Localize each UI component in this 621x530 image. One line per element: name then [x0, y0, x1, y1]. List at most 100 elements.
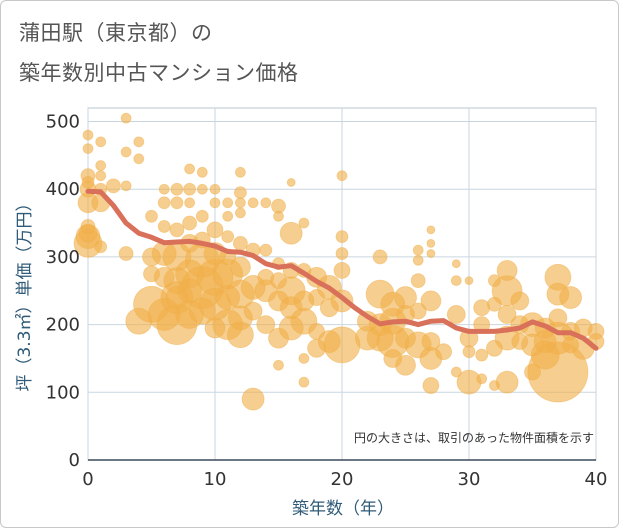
bubble-point: [462, 345, 476, 359]
bubble-point: [188, 297, 216, 325]
chart-title-line1: 蒲田駅（東京都）の: [19, 21, 213, 45]
bubble-point: [435, 343, 453, 361]
bubble-point: [196, 166, 208, 178]
bubble-point: [476, 373, 488, 385]
bubble-point: [260, 197, 272, 209]
bubble-point: [562, 336, 579, 354]
x-tick-label: 0: [82, 469, 93, 490]
bubble-point: [273, 210, 284, 222]
bubble-point: [233, 186, 247, 200]
bubble-point: [308, 322, 326, 340]
bubble-point: [170, 196, 184, 210]
bubble-point: [487, 274, 501, 288]
bubble-point: [451, 259, 461, 269]
bubble-point: [409, 302, 427, 320]
bubble-point: [125, 307, 153, 335]
bubble-series: [73, 112, 605, 411]
bubble-point: [256, 315, 276, 335]
bubble-point: [426, 225, 436, 235]
y-tick-label: 200: [46, 315, 80, 336]
bubble-point: [273, 359, 284, 371]
bubble-point: [336, 170, 348, 182]
average-trend-line: [85, 188, 599, 351]
bubble-point: [511, 333, 529, 350]
bubble-point: [559, 286, 582, 309]
bubble-point: [120, 146, 132, 158]
trend-series: [85, 188, 599, 351]
y-tick-label: 100: [46, 382, 80, 403]
bubble-point: [298, 217, 310, 229]
bubble-point: [215, 285, 241, 310]
bubble-point: [335, 247, 349, 260]
y-tick-label: 0: [69, 450, 80, 471]
y-axis-label: 坪（3.3㎡）単価（万円）: [15, 194, 35, 391]
bubble-point: [268, 290, 289, 312]
bubble-point: [229, 256, 251, 278]
y-tick-label: 300: [46, 247, 80, 268]
bubble-point: [184, 163, 196, 175]
bubble-point: [298, 376, 310, 388]
bubble-point: [169, 222, 185, 238]
bubble-point: [496, 260, 518, 281]
bubble-point: [412, 254, 424, 266]
bubble-point: [195, 209, 209, 223]
bubble-point: [157, 196, 171, 210]
bubble-point: [206, 221, 224, 239]
bubble-point: [473, 299, 491, 317]
bubble-point: [243, 301, 263, 321]
bubble-point: [270, 272, 287, 290]
bubble-point: [95, 136, 107, 148]
bubble-point: [308, 289, 326, 306]
bubble-point: [145, 209, 158, 223]
bubble-point: [221, 230, 235, 244]
bubble-point: [510, 291, 530, 311]
bubble-point: [209, 197, 221, 209]
bubble-point: [222, 210, 234, 222]
bubble-point: [335, 230, 349, 244]
bubble-point: [422, 377, 440, 394]
bubble-point: [165, 286, 189, 309]
bubble-point: [446, 305, 466, 324]
bubble-point: [80, 219, 96, 234]
bubble-point: [82, 129, 94, 141]
bubble-size-note: 円の大きさは、取引のあった物件面積を示す: [354, 430, 594, 445]
bubble-point: [488, 380, 500, 391]
bubble-point: [421, 332, 441, 351]
bubble-point: [426, 238, 436, 248]
bubble-point: [412, 244, 424, 256]
bubble-point: [133, 153, 145, 165]
bubble-point: [247, 197, 259, 209]
bubble-point: [170, 182, 184, 196]
bubble-point: [209, 183, 221, 195]
bubble-point: [204, 317, 226, 339]
bubble-point: [307, 338, 327, 358]
bubble-point: [383, 349, 403, 368]
bubble-point: [120, 112, 132, 124]
bubble-point: [94, 240, 108, 254]
bubble-point: [319, 298, 339, 318]
bubble-point: [234, 166, 246, 178]
bubble-point: [120, 180, 132, 192]
bubble-point: [410, 273, 426, 289]
bubble-point: [548, 308, 568, 328]
bubble-point: [486, 296, 502, 312]
bubble-point: [143, 265, 160, 283]
bubble-point: [495, 370, 519, 394]
axes: 0 100 200 300 400 500 0 10 20 30 40: [46, 112, 608, 490]
bubble-point: [182, 215, 198, 231]
bubble-point: [133, 136, 145, 148]
bubble-point: [241, 387, 265, 411]
bubble-point: [196, 183, 208, 195]
bubble-point: [475, 348, 489, 362]
bubble-point: [450, 366, 462, 378]
bubble-point: [372, 249, 388, 265]
x-tick-label: 30: [458, 469, 481, 490]
bubble-point: [464, 276, 474, 286]
bubble-point: [106, 178, 121, 194]
bubble-point: [279, 221, 303, 245]
y-tick-label: 500: [46, 112, 80, 133]
bubble-point: [268, 327, 289, 349]
bubble-point: [524, 363, 541, 381]
